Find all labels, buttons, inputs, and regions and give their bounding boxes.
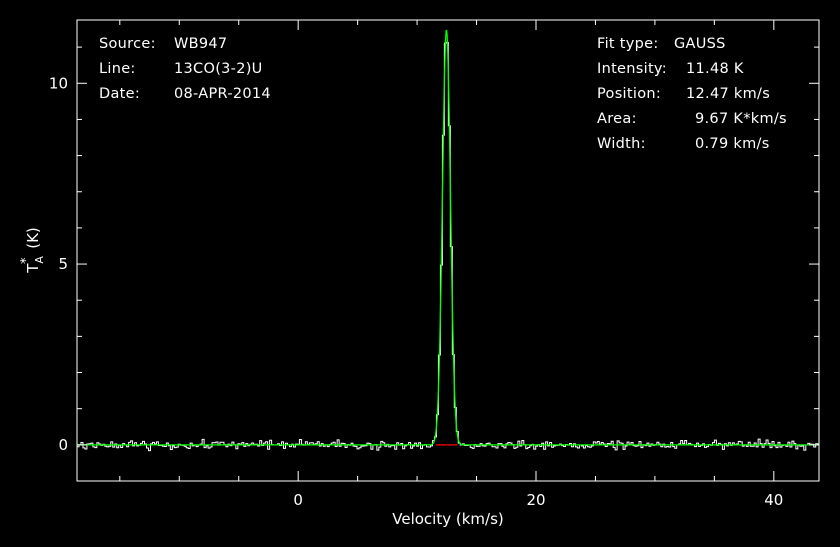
info-line-value: 13CO(3-2)U — [174, 61, 263, 77]
info-position-value: 12.47 km/s — [686, 86, 771, 102]
x-tick-label: 20 — [526, 491, 545, 509]
chart-marks — [77, 29, 819, 452]
info-source-label: Source: — [99, 36, 156, 52]
y-tick-label: 0 — [58, 436, 68, 454]
y-axis-label: TA* (K) — [19, 227, 46, 274]
x-tick-label: 40 — [764, 491, 783, 509]
info-fit-type-value: GAUSS — [674, 36, 726, 52]
info-position-label: Position: — [597, 86, 662, 102]
info-width-label: Width: — [597, 136, 646, 152]
y-tick-label: 5 — [58, 255, 68, 273]
info-intensity-value: 11.48 K — [686, 61, 744, 77]
info-date-label: Date: — [99, 86, 141, 102]
x-axis-label: Velocity (km/s) — [392, 510, 503, 528]
plot-frame — [76, 19, 820, 482]
axis-ticks: 0 20 40 0 5 10 — [49, 20, 819, 509]
info-fit-type-label: Fit type: — [597, 36, 659, 52]
info-source-value: WB947 — [174, 36, 228, 52]
info-width-value: 0.79 km/s — [695, 136, 770, 152]
info-area-value: 9.67 K*km/s — [695, 111, 787, 127]
info-area-label: Area: — [597, 111, 637, 127]
x-tick-label: 0 — [293, 491, 303, 509]
svg-text:TA* (K): TA* (K) — [19, 227, 46, 274]
info-line-label: Line: — [99, 61, 136, 77]
info-intensity-label: Intensity: — [597, 61, 667, 77]
y-tick-label: 10 — [49, 74, 68, 92]
gaussian-fit-line — [77, 29, 819, 446]
info-date-value: 08-APR-2014 — [174, 86, 271, 102]
